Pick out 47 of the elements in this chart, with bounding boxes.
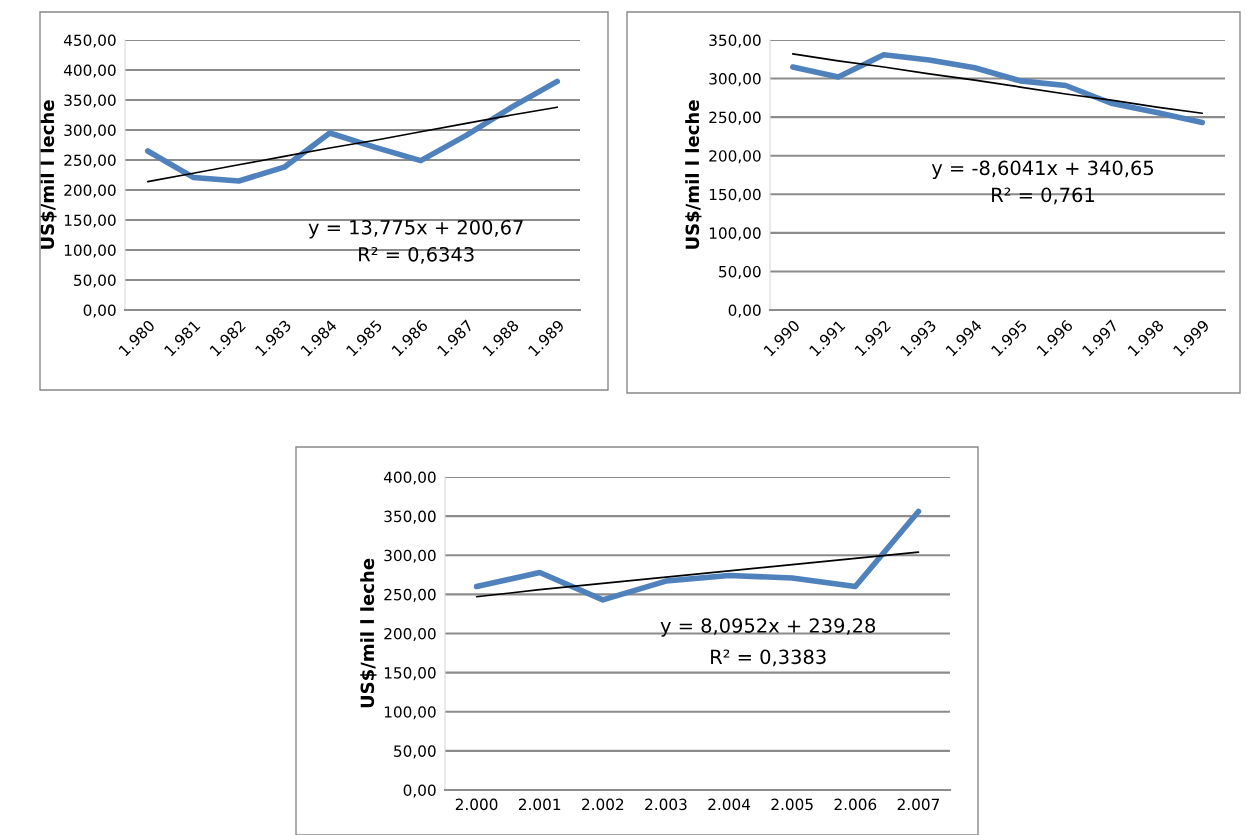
y-tick-label: 250,00 xyxy=(384,588,436,602)
y-tick-label: 300,00 xyxy=(64,124,116,138)
x-tick-label: 2.002 xyxy=(582,798,624,811)
y-tick-label: 400,00 xyxy=(383,471,436,485)
annotation: R² = 0,761 xyxy=(992,187,1095,205)
x-tick-label: 2.004 xyxy=(708,798,751,811)
y-tick-label: 50,00 xyxy=(719,265,761,280)
annotation: y = -8,6041x + 340,65 xyxy=(931,160,1154,180)
y-tick-label: 300,00 xyxy=(384,549,436,563)
y-axis-title: US$/mil l leche xyxy=(685,100,702,249)
y-tick-label: 250,00 xyxy=(709,111,761,125)
y-tick-label: 0,00 xyxy=(403,784,436,798)
x-tick-label: 2.000 xyxy=(455,798,498,811)
y-tick-label: 450,00 xyxy=(63,34,116,48)
y-tick-label: 100,00 xyxy=(384,706,436,720)
y-tick-label: 100,00 xyxy=(709,227,761,241)
y-tick-label: 150,00 xyxy=(64,214,116,228)
y-tick-label: 150,00 xyxy=(384,667,436,681)
y-axis-title: US$/mil l leche xyxy=(360,558,377,708)
annotation: R² = 0,6343 xyxy=(359,246,474,264)
y-tick-label: 200,00 xyxy=(384,627,436,642)
y-tick-label: 350,00 xyxy=(384,510,436,524)
y-tick-label: 350,00 xyxy=(709,34,761,48)
line-series xyxy=(475,551,920,598)
x-tick-label: 2.001 xyxy=(518,798,561,811)
x-tick-label: 2.007 xyxy=(897,798,939,811)
y-tick-label: 350,00 xyxy=(64,94,116,108)
y-tick-label: 150,00 xyxy=(709,188,761,202)
y-axis-title: US$/mil l leche xyxy=(40,100,57,249)
y-tick-label: 200,00 xyxy=(709,150,761,164)
line-series xyxy=(791,53,1204,115)
annotation: R² = 0,3383 xyxy=(711,649,826,667)
y-tick-label: 300,00 xyxy=(709,73,761,87)
annotation: y = 13,775x + 200,67 xyxy=(308,219,523,239)
y-tick-label: 400,00 xyxy=(63,64,116,78)
y-tick-label: 200,00 xyxy=(64,184,116,198)
y-tick-label: 0,00 xyxy=(83,304,116,318)
y-tick-label: 100,00 xyxy=(64,244,116,258)
y-tick-label: 250,00 xyxy=(64,154,116,168)
x-tick-label: 2.005 xyxy=(771,798,813,811)
y-tick-label: 50,00 xyxy=(394,745,436,759)
y-tick-label: 50,00 xyxy=(74,274,116,288)
x-tick-label: 2.006 xyxy=(834,798,877,811)
annotation: y = 8,0952x + 239,28 xyxy=(660,618,876,637)
y-tick-label: 0,00 xyxy=(728,304,761,318)
x-tick-label: 2.003 xyxy=(645,798,687,811)
line-series xyxy=(146,106,559,183)
